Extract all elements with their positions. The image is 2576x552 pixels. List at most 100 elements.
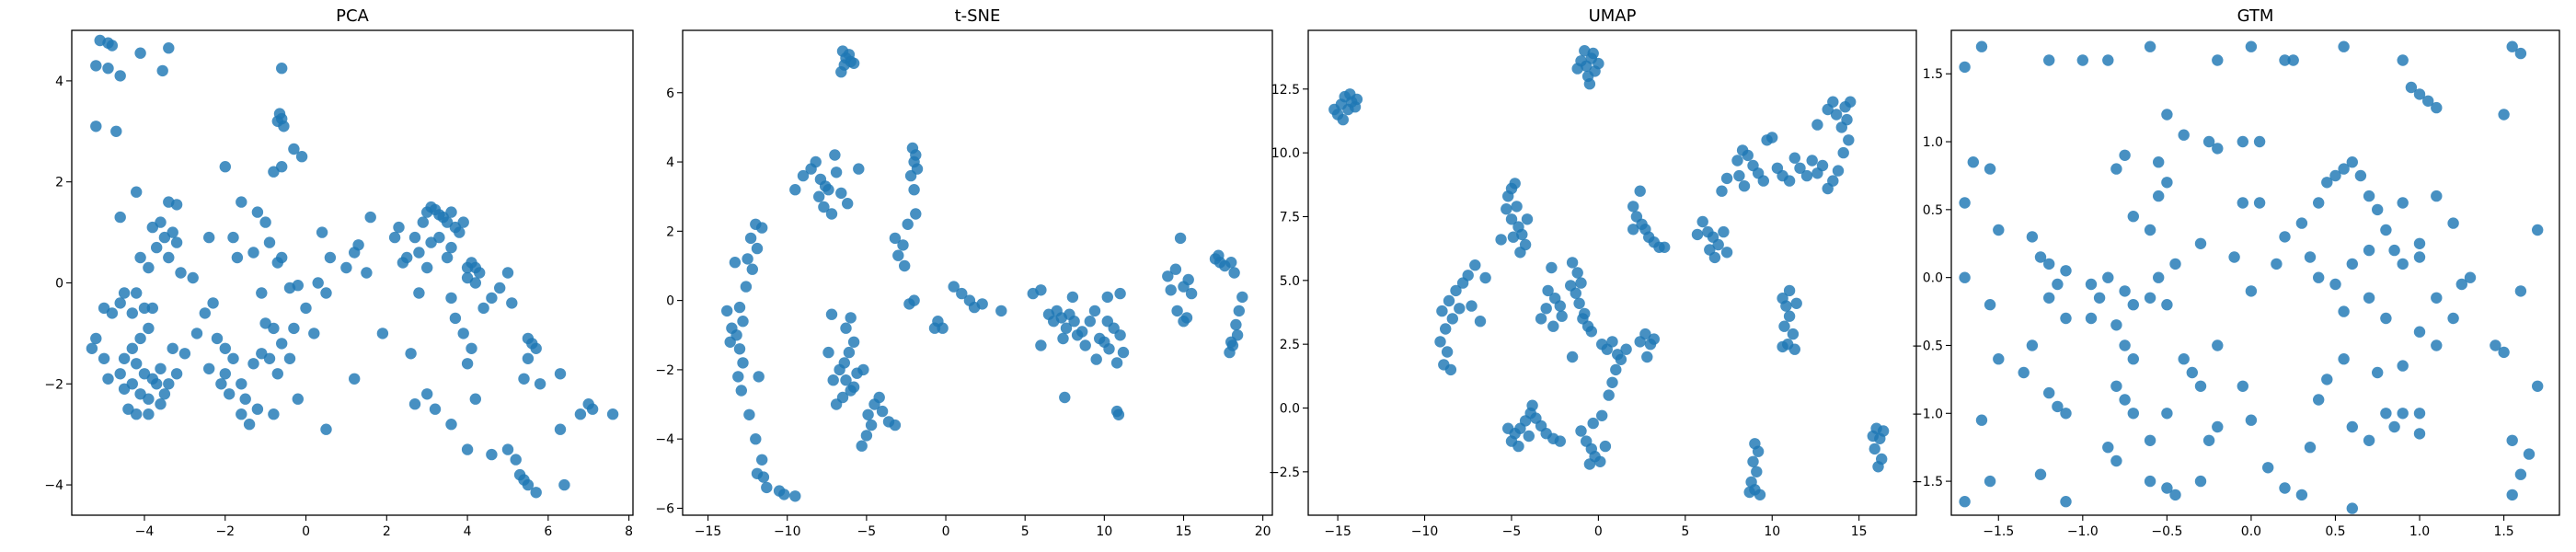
pca-point	[259, 216, 271, 228]
tsne-point	[810, 155, 822, 168]
pca-point	[393, 221, 405, 234]
pca-point	[211, 332, 224, 345]
pca-point	[278, 121, 290, 132]
gtm-point	[2245, 414, 2258, 426]
pca-point	[397, 257, 409, 269]
umap-point	[1501, 203, 1512, 215]
umap-y-tick-label: 0.0	[1280, 402, 1300, 417]
umap-point	[1511, 201, 1523, 213]
pca-point	[574, 408, 587, 420]
umap-point	[1566, 257, 1579, 269]
umap-point	[1634, 185, 1646, 197]
umap-y-tick-label: 12.5	[1271, 83, 1300, 98]
pca-y-tick-label: −2	[44, 377, 63, 392]
gtm-point	[2161, 109, 2173, 121]
umap-point	[1800, 169, 1813, 182]
gtm-point	[2194, 237, 2207, 249]
gtm-point	[2455, 278, 2467, 291]
tsne-point	[948, 281, 960, 293]
pca-point	[131, 358, 143, 370]
tsne-point	[835, 187, 847, 200]
tsne-point	[744, 232, 757, 245]
umap-point	[1712, 238, 1724, 251]
gtm-point	[2279, 231, 2291, 243]
umap-point	[1747, 455, 1759, 467]
tsne-point	[1057, 332, 1069, 345]
umap-point	[1766, 132, 1778, 144]
gtm-panel: GTM −1.5 −1.0 −0.5 0.0 0.5 1.0 1.5 −1.5 −1.0 −0.5…	[1912, 6, 2560, 539]
umap-point	[1546, 261, 1558, 274]
gtm-point	[2372, 203, 2384, 216]
pca-point	[486, 292, 498, 305]
gtm-point	[2271, 258, 2283, 270]
gtm-point	[2304, 251, 2317, 263]
gtm-point	[2102, 271, 2114, 283]
tsne-point	[834, 363, 845, 376]
gtm-point	[2052, 400, 2064, 413]
gtm-title: GTM	[2237, 6, 2274, 26]
gtm-point	[2119, 285, 2131, 297]
pca-point	[155, 398, 167, 410]
tsne-point	[1101, 316, 1114, 328]
gtm-point	[2110, 380, 2122, 392]
tsne-point	[737, 357, 749, 369]
gtm-point	[2338, 40, 2350, 52]
umap-point	[1738, 180, 1751, 192]
pca-point	[429, 403, 442, 415]
gtm-point	[2431, 292, 2443, 304]
gtm-point	[2178, 353, 2190, 365]
pca-point	[106, 40, 119, 52]
umap-x-tick-label: 10	[1764, 524, 1780, 539]
pca-point	[445, 419, 457, 431]
pca-point	[295, 151, 308, 163]
gtm-point	[2397, 54, 2409, 66]
tsne-point	[732, 371, 744, 383]
pca-point	[376, 328, 389, 339]
umap-point	[1466, 300, 1478, 312]
tsne-point	[1228, 267, 1240, 279]
gtm-point	[1959, 197, 1971, 209]
gtm-point	[2102, 442, 2114, 454]
pca-point	[259, 317, 271, 329]
gtm-y-tick-label: 1.0	[1923, 135, 1943, 150]
pca-point	[151, 378, 163, 390]
gtm-point	[2346, 420, 2358, 433]
umap-point	[1648, 333, 1661, 345]
pca-point	[506, 297, 518, 309]
pca-point	[324, 251, 337, 264]
umap-point	[1594, 455, 1606, 467]
tsne-point	[1068, 316, 1080, 328]
gtm-point	[2363, 434, 2375, 446]
gtm-point	[2329, 278, 2341, 291]
gtm-point	[2506, 40, 2518, 52]
umap-title: UMAP	[1589, 6, 1637, 26]
pca-point	[417, 216, 429, 228]
gtm-point	[2321, 374, 2333, 385]
pca-point	[236, 378, 247, 390]
pca-point	[114, 297, 126, 309]
umap-point	[1841, 113, 1853, 126]
gtm-point	[2397, 360, 2409, 372]
pca-point	[469, 277, 481, 289]
gtm-point	[2506, 434, 2518, 446]
pca-point	[118, 383, 131, 395]
gtm-x-tick-label: 0.5	[2325, 524, 2345, 539]
umap-point	[1708, 251, 1721, 264]
pca-point	[247, 247, 259, 259]
gtm-y-tick-label: −0.5	[1912, 339, 1943, 353]
umap-point	[1599, 440, 1612, 453]
pca-point	[131, 186, 143, 198]
tsne-point	[726, 322, 738, 334]
gtm-point	[2076, 54, 2088, 66]
gtm-y-tick-label: 0.5	[1923, 203, 1943, 218]
gtm-point	[2363, 244, 2375, 257]
tsne-y-tick-label: 2	[666, 224, 674, 239]
umap-point	[1436, 305, 1448, 317]
pca-point	[138, 302, 151, 315]
pca-point	[203, 362, 215, 374]
pca-point	[413, 287, 425, 299]
pca-point	[126, 307, 138, 319]
umap-panel: UMAP −15 −10 −5 0 5 10 15 −2.5 0.0 2.5 5.0 7.5 10.0 1…	[1269, 6, 1917, 539]
tsne-point	[1060, 322, 1073, 334]
umap-point	[1587, 47, 1599, 60]
